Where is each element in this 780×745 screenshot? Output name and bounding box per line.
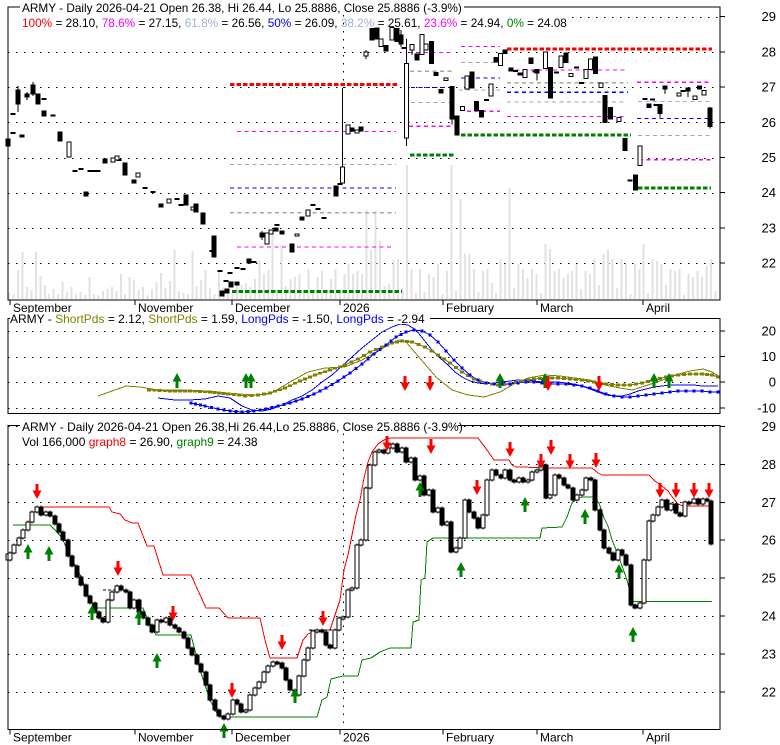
svg-text:25: 25	[762, 150, 776, 165]
svg-text:2026: 2026	[343, 731, 370, 745]
svg-text:September: September	[13, 731, 72, 745]
svg-text:26: 26	[762, 115, 776, 130]
svg-text:March: March	[540, 731, 573, 745]
svg-text:December: December	[235, 301, 290, 315]
svg-text:23: 23	[762, 220, 776, 235]
svg-text:0: 0	[769, 375, 776, 390]
svg-text:-10: -10	[757, 400, 776, 415]
svg-text:March: March	[540, 301, 573, 315]
svg-text:27: 27	[762, 495, 776, 510]
svg-text:25: 25	[762, 571, 776, 586]
svg-text:December: December	[235, 731, 290, 745]
svg-text:2026: 2026	[343, 301, 370, 315]
svg-text:23: 23	[762, 646, 776, 661]
svg-text:November: November	[138, 301, 193, 315]
svg-text:November: November	[138, 731, 193, 745]
svg-text:April: April	[646, 301, 670, 315]
svg-text:10: 10	[762, 349, 776, 364]
svg-text:April: April	[646, 731, 670, 745]
svg-text:ARMY - Daily 2026-04-21 Open 2: ARMY - Daily 2026-04-21 Open 26.38,Hi 26…	[22, 420, 463, 434]
svg-text:27: 27	[762, 80, 776, 95]
svg-text:September: September	[13, 301, 72, 315]
svg-text:26: 26	[762, 533, 776, 548]
svg-text:24: 24	[762, 609, 776, 624]
svg-text:22: 22	[762, 256, 776, 271]
svg-text:100% = 28.10, 78.6% = 27.15, 6: 100% = 28.10, 78.6% = 27.15, 61.8% = 26.…	[22, 16, 567, 30]
svg-text:22: 22	[762, 684, 776, 699]
svg-text:ARMY - Daily 2026-04-21 Open 2: ARMY - Daily 2026-04-21 Open 26.38, Hi 2…	[22, 1, 462, 15]
svg-text:20: 20	[762, 323, 776, 338]
svg-text:29: 29	[762, 9, 776, 24]
svg-text:24: 24	[762, 185, 776, 200]
svg-text:February: February	[446, 301, 494, 315]
svg-text:28: 28	[762, 457, 776, 472]
svg-text:February: February	[446, 731, 494, 745]
svg-text:29: 29	[762, 419, 776, 434]
svg-text:Vol 166,000 graph8 = 26.90, gr: Vol 166,000 graph8 = 26.90, graph9 = 24.…	[22, 435, 258, 449]
svg-text:ARMY - ShortPds = 2.12, ShortP: ARMY - ShortPds = 2.12, ShortPds = 1.59,…	[10, 312, 425, 326]
svg-text:28: 28	[762, 44, 776, 59]
